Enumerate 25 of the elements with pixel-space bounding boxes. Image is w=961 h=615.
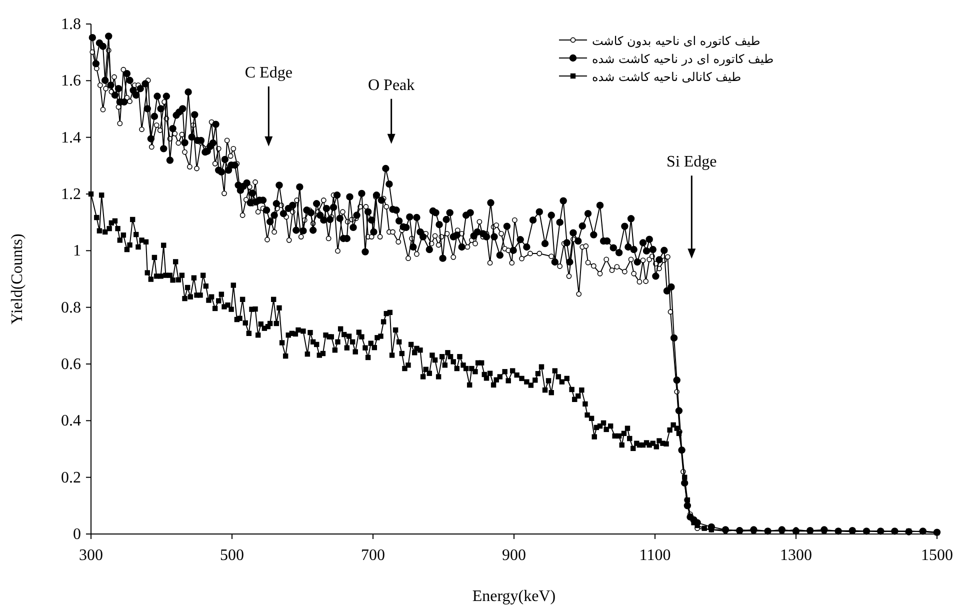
annotation: O Peak [368,76,415,94]
y-tick-label: 1.6 [61,72,81,90]
y-tick-label: 1.2 [61,186,81,203]
y-tick-label: 0.4 [61,412,81,430]
x-tick-label: 1500 [921,547,953,564]
y-tick-label: 1.8 [61,16,81,33]
legend-label: طیف کاتوره ای در ناحیه کاشت شده [592,52,774,66]
x-tick-label: 1100 [639,547,671,564]
x-tick-label: 700 [361,547,385,564]
y-tick-label: 1.4 [61,129,81,146]
y-tick-label: 0.2 [61,469,81,486]
x-axis-title: Energy(keV) [472,588,556,605]
x-tick-label: 900 [502,547,526,564]
y-tick-label: 1 [73,242,81,260]
annotation: C Edge [244,64,292,82]
y-tick-label: 0.6 [61,356,81,373]
x-tick-label: 300 [79,547,103,564]
x-tick-label: 500 [220,547,244,564]
y-tick-label: 0.8 [61,299,81,316]
legend-label: طیف کانالی ناحیه کاشت شده [592,70,742,84]
legend-label: طیف کاتوره ای ناحیه بدون کاشت [592,34,760,48]
x-tick-label: 1300 [780,547,812,564]
y-axis-title: Yield(Counts) [9,234,26,324]
y-tick-label: 0 [73,526,81,543]
annotation: Si Edge [666,154,717,171]
